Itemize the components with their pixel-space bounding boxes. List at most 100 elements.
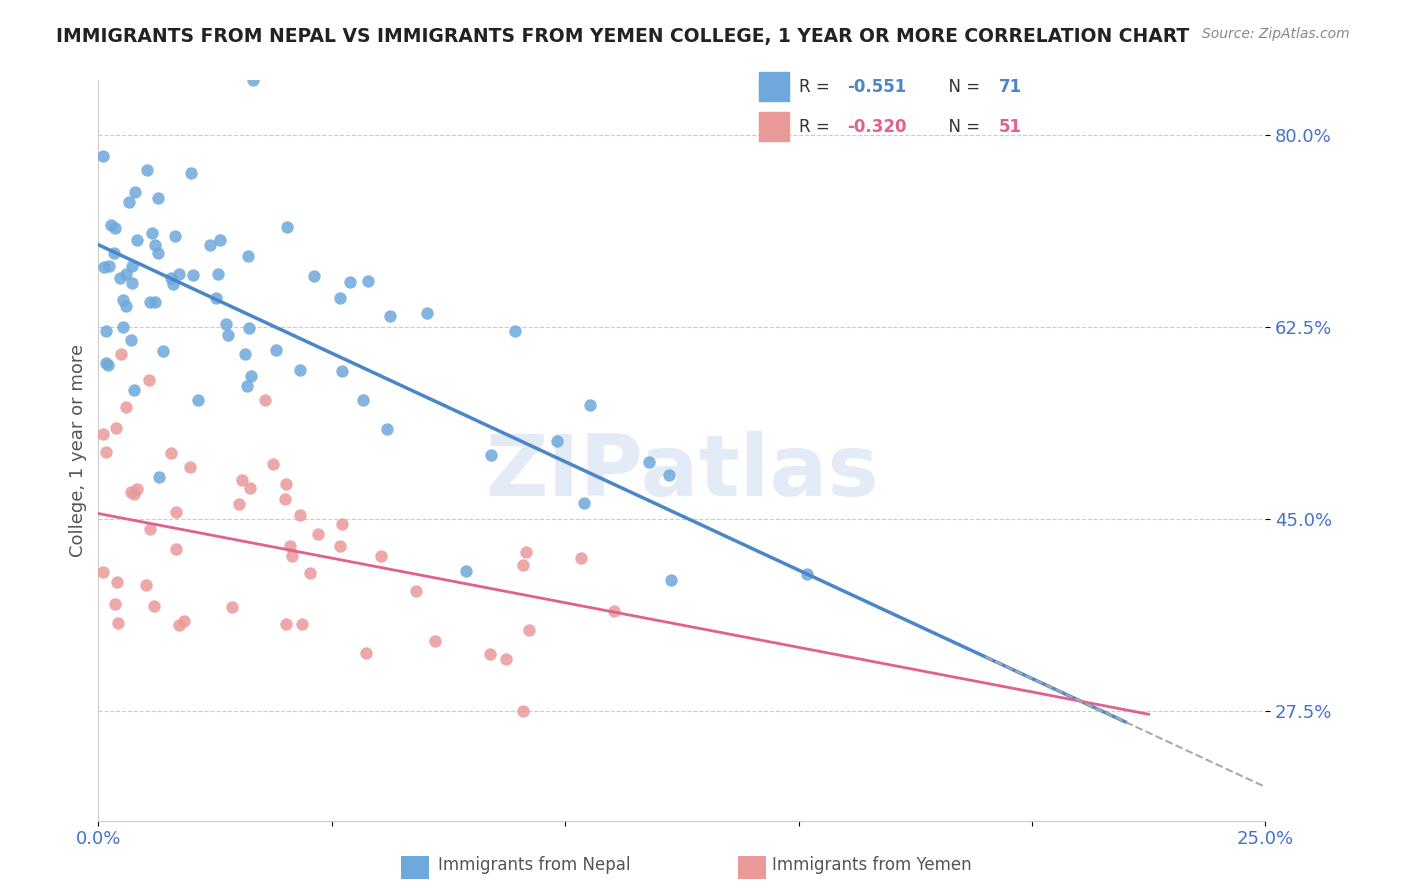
Point — [207, 267, 229, 281]
Text: Source: ZipAtlas.com: Source: ZipAtlas.com — [1202, 27, 1350, 41]
Point — [167, 268, 190, 282]
Point — [274, 476, 297, 491]
Point — [198, 238, 221, 252]
Point — [503, 324, 526, 338]
Point — [479, 448, 502, 462]
Point — [146, 191, 169, 205]
Point — [103, 246, 125, 260]
Point — [217, 328, 239, 343]
Point — [110, 347, 132, 361]
Point — [330, 364, 353, 378]
Point — [574, 496, 596, 510]
Point — [180, 166, 202, 180]
Point — [122, 383, 145, 397]
Point — [517, 623, 540, 637]
Text: N =: N = — [938, 118, 986, 136]
Point — [405, 584, 427, 599]
Point — [159, 271, 181, 285]
Point — [165, 541, 187, 556]
Point — [104, 598, 127, 612]
Point — [139, 522, 162, 536]
Point — [515, 545, 537, 559]
Point — [329, 540, 352, 554]
Point — [352, 393, 374, 408]
Point — [104, 221, 127, 235]
Point — [479, 647, 502, 661]
Point — [120, 485, 142, 500]
Point — [111, 319, 134, 334]
Point — [115, 401, 138, 415]
Point — [115, 267, 138, 281]
Point — [228, 497, 250, 511]
Point — [112, 293, 135, 308]
Point — [125, 482, 148, 496]
Text: 71: 71 — [998, 78, 1022, 95]
Point — [380, 310, 402, 324]
Point — [91, 426, 114, 441]
Point — [291, 617, 314, 632]
Point — [179, 460, 201, 475]
Point — [254, 392, 277, 407]
FancyBboxPatch shape — [759, 112, 789, 141]
Point — [603, 604, 626, 618]
Point — [208, 233, 231, 247]
Point — [512, 704, 534, 718]
Point — [167, 617, 190, 632]
Point — [141, 226, 163, 240]
Point — [264, 343, 287, 357]
Point — [136, 162, 159, 177]
Point — [274, 617, 297, 632]
Point — [233, 347, 256, 361]
Point — [98, 259, 121, 273]
Point — [152, 343, 174, 358]
Text: ZIPatlas: ZIPatlas — [485, 431, 879, 514]
Text: 51: 51 — [998, 118, 1022, 136]
Point — [231, 474, 253, 488]
Point — [93, 260, 115, 275]
Point — [302, 269, 325, 284]
Point — [215, 317, 238, 331]
Point — [94, 324, 117, 338]
Point — [96, 356, 118, 370]
Point — [108, 271, 131, 285]
Point — [146, 245, 169, 260]
Text: R =: R = — [800, 118, 835, 136]
Point — [122, 487, 145, 501]
Text: IMMIGRANTS FROM NEPAL VS IMMIGRANTS FROM YEMEN COLLEGE, 1 YEAR OR MORE CORRELATI: IMMIGRANTS FROM NEPAL VS IMMIGRANTS FROM… — [56, 27, 1189, 45]
Text: -0.551: -0.551 — [846, 78, 905, 95]
Text: -0.320: -0.320 — [846, 118, 907, 136]
Point — [375, 422, 398, 436]
Point — [262, 457, 284, 471]
FancyBboxPatch shape — [759, 72, 789, 101]
Point — [330, 516, 353, 531]
Point — [569, 550, 592, 565]
Point — [278, 539, 301, 553]
Point — [120, 333, 142, 347]
Point — [143, 599, 166, 614]
Point — [105, 575, 128, 590]
Text: Immigrants from Yemen: Immigrants from Yemen — [772, 856, 972, 874]
Point — [579, 398, 602, 412]
Point — [238, 321, 260, 335]
Point — [162, 277, 184, 292]
Point — [121, 259, 143, 273]
Point — [288, 363, 311, 377]
Point — [118, 194, 141, 209]
Point — [659, 573, 682, 587]
Point — [276, 219, 298, 234]
Point — [187, 392, 209, 407]
Point — [159, 446, 181, 460]
Point — [339, 275, 361, 289]
Point — [115, 299, 138, 313]
Point — [135, 578, 157, 592]
Text: N =: N = — [938, 78, 986, 95]
Point — [139, 295, 162, 310]
Point — [165, 505, 187, 519]
Text: R =: R = — [800, 78, 835, 95]
Point — [173, 615, 195, 629]
Point — [546, 434, 568, 449]
Point — [91, 149, 114, 163]
Point — [242, 73, 264, 87]
Point — [91, 566, 114, 580]
Point — [307, 527, 329, 541]
